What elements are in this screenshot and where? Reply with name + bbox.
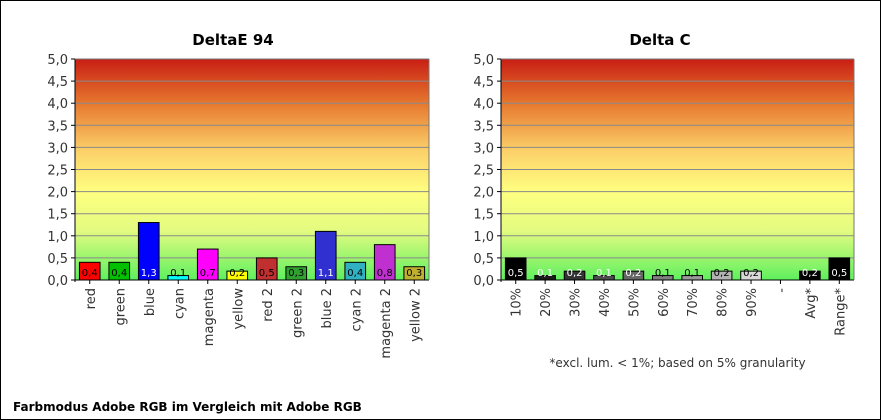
dc-ytick-label: 2,5 <box>473 164 494 179</box>
de94-category-label: yellow <box>231 288 246 330</box>
dc-data-label: 0,5 <box>831 268 847 279</box>
de94-category-label: cyan 2 <box>349 288 364 331</box>
dc-category-label: 10% <box>510 288 525 317</box>
dc-ytick-label: 4,0 <box>473 97 494 112</box>
de94-category-label: cyan <box>172 288 187 319</box>
de94-data-label: 1,1 <box>318 268 334 279</box>
de94-ytick-label: 2,0 <box>47 186 68 201</box>
dc-data-label: 0,2 <box>714 268 730 279</box>
de94-data-label: 0,7 <box>200 268 216 279</box>
dc-data-label: 0,2 <box>743 268 759 279</box>
dc-ytick-label: 1,0 <box>473 230 494 245</box>
de94-category-label: red <box>84 288 99 309</box>
de94-ytick-label: 0,0 <box>47 274 68 289</box>
de94-category-label: blue 2 <box>320 288 335 329</box>
de94-category-label: green 2 <box>290 288 305 338</box>
de94-ytick-label: 3,0 <box>47 141 68 156</box>
de94-ytick-label: 4,0 <box>47 97 68 112</box>
de94-title: DeltaE 94 <box>192 31 273 49</box>
dc-data-label: 0,1 <box>537 268 553 279</box>
de94-data-label: 0,4 <box>347 268 363 279</box>
dc-data-label: 0,2 <box>625 268 641 279</box>
de94-ytick-label: 5,0 <box>47 53 68 68</box>
dc-ytick-label: 4,5 <box>473 75 494 90</box>
dc-data-label: 0,1 <box>596 268 612 279</box>
dc-footnote: *excl. lum. < 1%; based on 5% granularit… <box>549 356 805 370</box>
dc-category-label: - <box>774 288 789 293</box>
de94-category-label: blue <box>143 288 158 316</box>
dc-chart: Delta C 0,0 0,5 1,0 1,5 2,0 2,5 3,0 3,5 4,0 4,5 5,0… <box>473 31 855 370</box>
dc-category-label: 40% <box>598 288 613 317</box>
dc-ytick-label: 1,5 <box>473 208 494 223</box>
de94-category-label: green <box>113 288 128 326</box>
dc-ytick-label: 3,5 <box>473 119 494 134</box>
de94-data-label: 0,3 <box>288 268 304 279</box>
dc-data-label: 0,5 <box>508 268 524 279</box>
de94-data-label: 0,1 <box>170 268 186 279</box>
de94-ytick-label: 1,0 <box>47 230 68 245</box>
dc-category-label: Avg* <box>804 288 819 319</box>
de94-category-label: magenta <box>202 288 217 346</box>
de94-data-label: 0,5 <box>259 268 275 279</box>
dc-category-label: 70% <box>686 288 701 317</box>
de94-category-label: red 2 <box>261 288 276 322</box>
de94-category-label: yellow 2 <box>408 288 423 342</box>
dc-data-label: 0,2 <box>802 268 818 279</box>
figure-caption: Farbmodus Adobe RGB im Vergleich mit Ado… <box>13 400 362 414</box>
de94-ytick-label: 3,5 <box>47 119 68 134</box>
de94-data-label: 0,8 <box>377 268 393 279</box>
de94-ytick-label: 2,5 <box>47 164 68 179</box>
de94-ytick-label: 0,5 <box>47 252 68 267</box>
de94-data-label: 0,2 <box>229 268 245 279</box>
de94-chart: DeltaE 94 0,0 0,5 1,0 1,5 2,0 2,5 3,0 3,5 4,0 4,5 5… <box>47 31 430 359</box>
de94-data-label: 0,3 <box>406 268 422 279</box>
dc-category-label: 60% <box>657 288 672 317</box>
dc-category-label: 20% <box>539 288 554 317</box>
dc-data-label: 0,1 <box>655 268 671 279</box>
dc-ytick-label: 3,0 <box>473 141 494 156</box>
de94-data-label: 1,3 <box>141 268 157 279</box>
dc-ytick-label: 0,5 <box>473 252 494 267</box>
de94-category-label: magenta 2 <box>379 288 394 359</box>
de94-ytick-label: 1,5 <box>47 208 68 223</box>
de94-data-label: 0,4 <box>111 268 127 279</box>
dc-category-label: Range* <box>833 288 848 336</box>
dc-category-label: 80% <box>716 288 731 317</box>
de94-ytick-label: 4,5 <box>47 75 68 90</box>
dc-title: Delta C <box>629 31 690 49</box>
dc-ytick-label: 2,0 <box>473 186 494 201</box>
dc-data-label: 0,1 <box>684 268 700 279</box>
dc-category-label: 90% <box>745 288 760 317</box>
dc-category-label: 50% <box>627 288 642 317</box>
dc-data-label: 0,2 <box>567 268 583 279</box>
de94-data-label: 0,4 <box>82 268 98 279</box>
dc-ytick-label: 5,0 <box>473 53 494 68</box>
dc-ytick-label: 0,0 <box>473 274 494 289</box>
dc-category-label: 30% <box>569 288 584 317</box>
